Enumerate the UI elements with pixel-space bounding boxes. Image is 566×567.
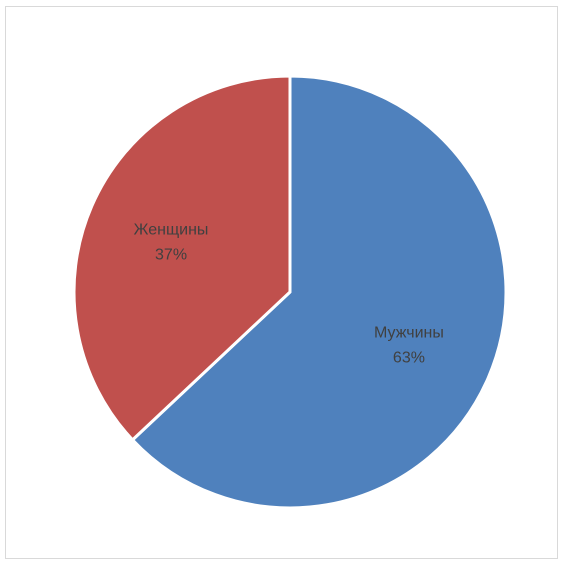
slice-percent-label-0: 63% [393,349,425,366]
pie-slices [72,74,508,510]
pie-slice-0 [131,74,508,510]
slice-category-label-0: Мужчины [374,324,444,341]
pie-labels: Мужчины 63% Женщины 37% [134,222,444,367]
slice-percent-label-1: 37% [155,247,187,264]
slice-category-label-1: Женщины [134,222,209,239]
pie-slice-1 [72,74,292,442]
